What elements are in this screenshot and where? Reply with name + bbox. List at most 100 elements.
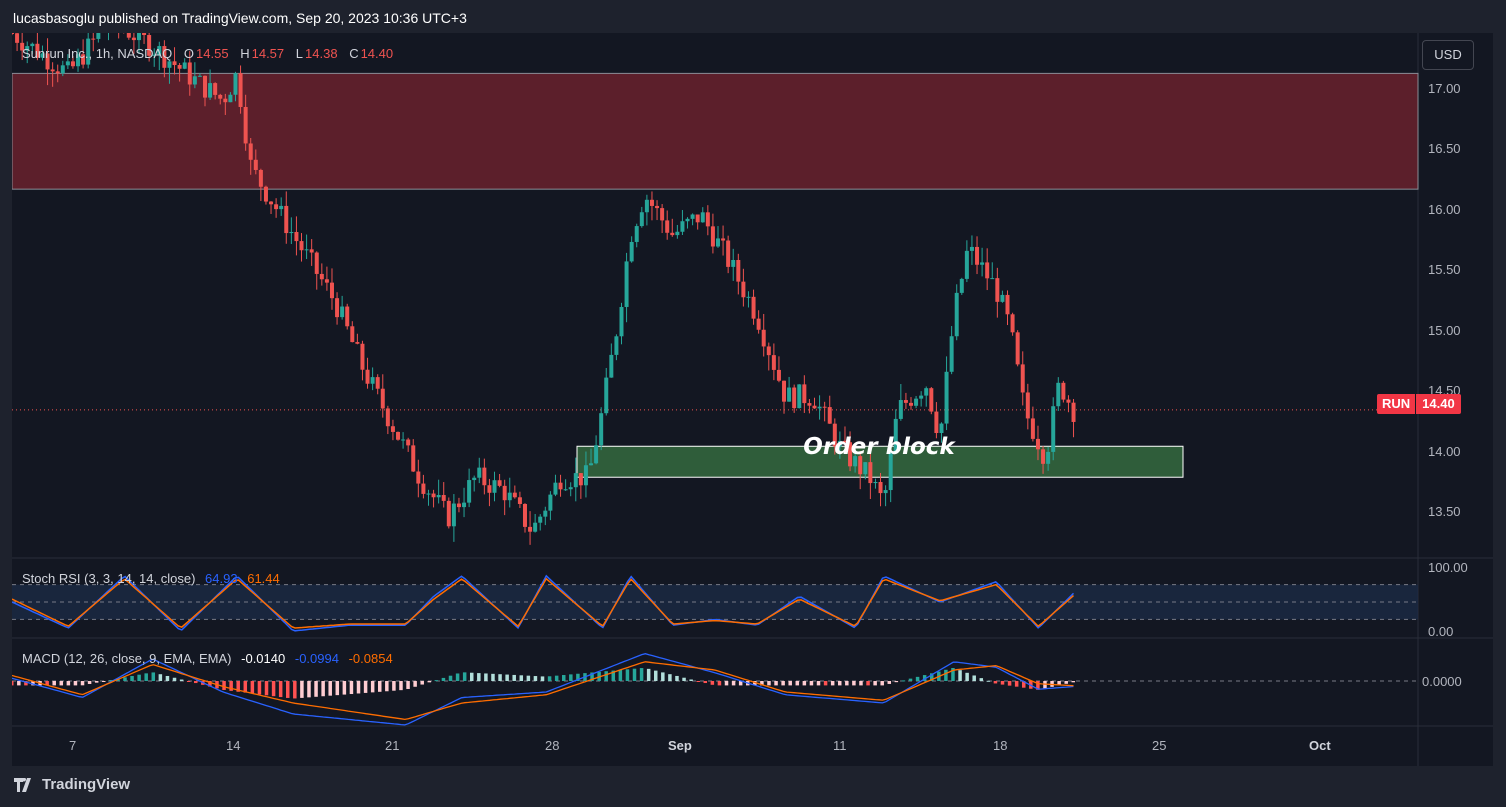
macd-histogram-bar	[420, 681, 424, 685]
candle-body	[375, 377, 380, 389]
price-tick: 17.00	[1428, 81, 1461, 96]
macd-histogram-bar	[31, 681, 35, 686]
price-tick: 16.00	[1428, 202, 1461, 217]
candle-body	[497, 480, 502, 486]
candle-body	[1071, 402, 1076, 422]
candle-body	[1046, 451, 1051, 464]
macd-histogram-bar	[922, 675, 927, 681]
macd-histogram-bar	[399, 681, 403, 691]
candle-body	[939, 423, 944, 434]
candle-body	[40, 53, 45, 58]
chart-canvas[interactable]	[12, 33, 1493, 766]
candle-body	[324, 279, 329, 283]
macd-histogram-bar	[151, 672, 156, 681]
candle-body	[203, 75, 208, 98]
macd-histogram-bar	[130, 676, 134, 681]
macd-histogram-bar	[193, 681, 198, 684]
candle-body	[385, 408, 390, 427]
candle-body	[426, 493, 431, 495]
macd-label: MACD (12, 26, close, 9, EMA, EMA)	[22, 651, 232, 666]
candle-body	[309, 249, 314, 253]
candle-body	[548, 494, 553, 511]
candle-body	[969, 246, 974, 251]
macd-hist: -0.0140	[241, 651, 286, 666]
candle-body	[883, 490, 888, 494]
candle-body	[45, 53, 50, 70]
candle-body	[360, 343, 365, 370]
candle-body	[15, 33, 20, 43]
macd-histogram-bar	[363, 681, 368, 693]
macd-histogram-bar	[243, 681, 248, 693]
candle-body	[492, 480, 497, 493]
candle-body	[157, 46, 162, 55]
candle-body	[441, 495, 446, 501]
candle-body	[1066, 399, 1071, 403]
candle-body	[934, 411, 939, 434]
high-label: H	[240, 46, 250, 61]
macd-histogram-bar	[427, 681, 432, 683]
candle-body	[1015, 332, 1020, 365]
macd-histogram-bar	[1036, 681, 1040, 690]
candle-body	[995, 278, 1000, 302]
candle-body	[355, 342, 360, 344]
macd-histogram-bar	[144, 673, 148, 681]
time-tick-month: Sep	[668, 738, 692, 753]
candle-body	[792, 387, 797, 409]
macd-histogram-bar	[944, 669, 948, 681]
stoch-rsi-label: Stoch RSI (3, 3, 14, 14, close)	[22, 571, 196, 586]
candle-body	[319, 273, 324, 280]
candle-body	[477, 467, 482, 478]
macd-histogram-bar	[1021, 681, 1026, 688]
candle-body	[446, 500, 451, 527]
macd-histogram-bar	[540, 676, 545, 681]
tradingview-logo-icon	[14, 777, 31, 792]
candle-body	[81, 54, 86, 65]
macd-histogram-bar	[646, 668, 651, 681]
macd-histogram-bar	[668, 674, 672, 681]
candle-body	[731, 259, 736, 267]
candle-body	[771, 355, 776, 370]
currency-button[interactable]: USD	[1422, 40, 1474, 70]
order-block-annotation[interactable]: Order block	[803, 434, 955, 460]
macd-histogram-bar	[73, 681, 78, 686]
macd-histogram-bar	[406, 681, 410, 689]
macd-histogram-bar	[24, 681, 28, 686]
candle-body	[208, 83, 213, 98]
candle-body	[908, 402, 913, 406]
macd-histogram-bar	[172, 677, 177, 681]
macd-histogram-bar	[271, 681, 276, 697]
macd-histogram-bar	[569, 674, 573, 681]
macd-histogram-bar	[385, 681, 389, 692]
candle-body	[345, 306, 350, 327]
candle-body	[726, 240, 731, 267]
macd-histogram-bar	[250, 681, 255, 694]
macd-histogram-bar	[455, 673, 460, 681]
macd-histogram-bar	[491, 673, 495, 681]
macd-histogram-bar	[137, 674, 141, 681]
macd-histogram-bar	[689, 679, 693, 681]
macd-histogram-bar	[66, 681, 71, 686]
candle-body	[822, 406, 827, 408]
macd-histogram-bar	[753, 681, 757, 686]
candle-body	[35, 43, 40, 58]
macd-histogram-bar	[335, 681, 340, 696]
candle-body	[670, 232, 675, 236]
candle-body	[502, 485, 507, 501]
macd-histogram-bar	[625, 669, 630, 681]
candle-body	[1030, 418, 1035, 439]
candle-body	[975, 246, 980, 265]
macd-histogram-bar	[1007, 681, 1012, 686]
stoch-d-line	[12, 577, 1074, 629]
candle-body	[741, 281, 746, 298]
macd-histogram-bar	[526, 675, 531, 681]
macd-histogram-bar	[229, 681, 233, 691]
candle-body	[553, 482, 558, 495]
macd-histogram-bar	[788, 681, 792, 686]
candle-body	[335, 298, 340, 318]
candle-body	[721, 238, 726, 241]
candle-body	[456, 503, 461, 508]
macd-histogram-bar	[12, 681, 14, 686]
candle-body	[1025, 392, 1030, 419]
macd-legend: MACD (12, 26, close, 9, EMA, EMA) -0.014…	[22, 651, 395, 666]
